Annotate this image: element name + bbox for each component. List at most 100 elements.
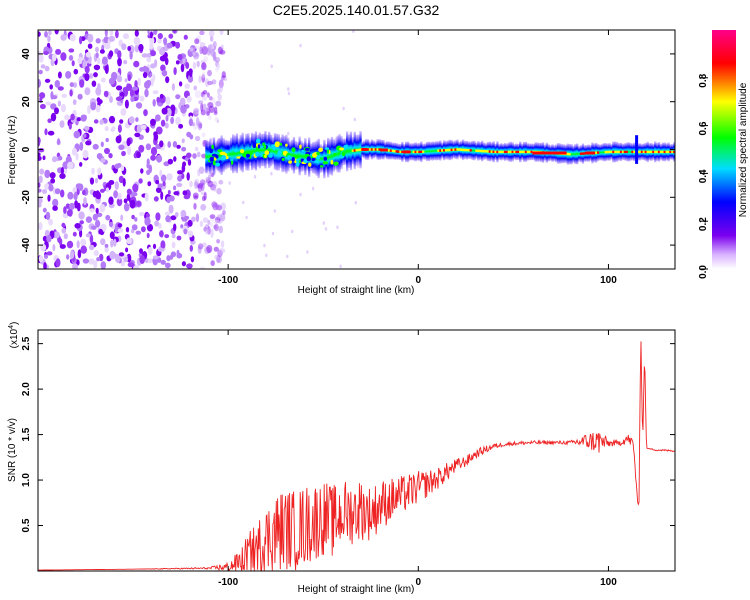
noise-blob	[145, 143, 152, 151]
band-core	[422, 150, 425, 153]
band-blob	[311, 157, 316, 162]
noise-blob	[104, 30, 108, 37]
band-core	[566, 152, 569, 156]
noise-blob	[136, 151, 142, 158]
noise-blob	[38, 175, 43, 184]
noise-blob	[186, 152, 192, 159]
band-core	[652, 150, 655, 154]
noise-speck	[242, 200, 245, 205]
noise-blob	[181, 146, 187, 152]
noise-blob	[131, 86, 139, 91]
noise-blob	[208, 30, 215, 37]
noise-blob	[96, 257, 101, 262]
noise-blob	[122, 33, 130, 40]
band-blob	[262, 142, 265, 146]
noise-blob	[221, 71, 226, 79]
signal-band-column	[268, 131, 271, 169]
noise-blob	[202, 242, 207, 248]
colorbar-tick-label: 0.2	[698, 217, 709, 231]
noise-blob	[139, 248, 143, 255]
noise-speck	[224, 77, 227, 81]
noise-blob	[100, 157, 106, 163]
noise-blob	[78, 211, 85, 220]
band-core	[581, 152, 584, 155]
noise-blob	[216, 214, 223, 219]
noise-blob	[64, 114, 71, 121]
band-blob	[314, 160, 319, 164]
band-core	[488, 150, 491, 153]
noise-blob	[138, 144, 145, 153]
noise-blob	[87, 105, 91, 114]
band-core	[633, 150, 636, 154]
noise-blob	[79, 141, 84, 151]
noise-blob	[47, 118, 52, 123]
noise-blob	[168, 33, 174, 39]
noise-speck	[353, 117, 356, 122]
signal-band-column	[298, 136, 301, 176]
signal-band-column	[239, 135, 242, 171]
noise-blob	[133, 264, 140, 269]
noise-speck	[271, 231, 275, 236]
noise-blob	[38, 31, 41, 37]
signal-band-column	[425, 142, 429, 161]
noise-blob	[160, 119, 166, 127]
noise-blob	[87, 43, 93, 49]
noise-blob	[129, 199, 136, 209]
noise-blob	[159, 93, 164, 99]
noise-blob	[61, 222, 66, 228]
noise-speck	[270, 64, 273, 69]
band-core	[663, 150, 666, 154]
band-core	[606, 150, 609, 154]
noise-blob	[87, 33, 94, 43]
noise-blob	[189, 69, 193, 78]
noise-blob	[170, 251, 177, 258]
noise-blob	[149, 37, 155, 45]
noise-blob	[186, 263, 193, 269]
snr-multiplier-close: )	[9, 322, 20, 325]
noise-blob	[95, 52, 99, 59]
noise-blob	[180, 224, 184, 229]
noise-blob	[47, 130, 55, 136]
noise-blob	[38, 155, 42, 161]
noise-blob	[119, 119, 124, 124]
noise-blob	[99, 119, 104, 125]
band-core	[469, 149, 472, 152]
band-blob	[234, 148, 238, 153]
noise-blob	[57, 155, 63, 161]
noise-blob	[157, 33, 163, 40]
band-core	[511, 150, 514, 154]
band-core	[367, 148, 370, 151]
noise-blob	[132, 183, 139, 193]
noise-blob	[165, 96, 171, 105]
band-core	[452, 148, 455, 151]
noise-blob	[98, 228, 103, 235]
band-core	[446, 148, 449, 152]
noise-blob	[60, 52, 67, 61]
noise-blob	[216, 187, 222, 195]
noise-speck	[228, 181, 231, 185]
noise-blob	[218, 225, 223, 234]
band-core	[387, 149, 391, 152]
band-core	[526, 150, 529, 154]
noise-blob	[172, 141, 178, 148]
band-core	[640, 150, 643, 154]
signal-band-column	[228, 140, 231, 168]
noise-blob	[173, 223, 177, 232]
noise-blob	[215, 66, 219, 72]
noise-blob	[77, 56, 83, 65]
noise-blob	[135, 117, 139, 122]
noise-blob	[141, 226, 146, 233]
noise-blob	[181, 138, 185, 144]
band-blob	[268, 153, 271, 158]
band-blob	[330, 159, 334, 165]
noise-blob	[158, 222, 162, 229]
noise-blob	[153, 196, 159, 202]
noise-blob	[176, 144, 181, 149]
noise-blob	[88, 244, 95, 251]
noise-blob	[140, 168, 144, 174]
band-blob	[226, 145, 230, 150]
colorbar: 0.0 0.2 0.4 0.6 0.8 Normalized spectral ampl…	[698, 30, 749, 279]
band-core	[579, 152, 583, 155]
